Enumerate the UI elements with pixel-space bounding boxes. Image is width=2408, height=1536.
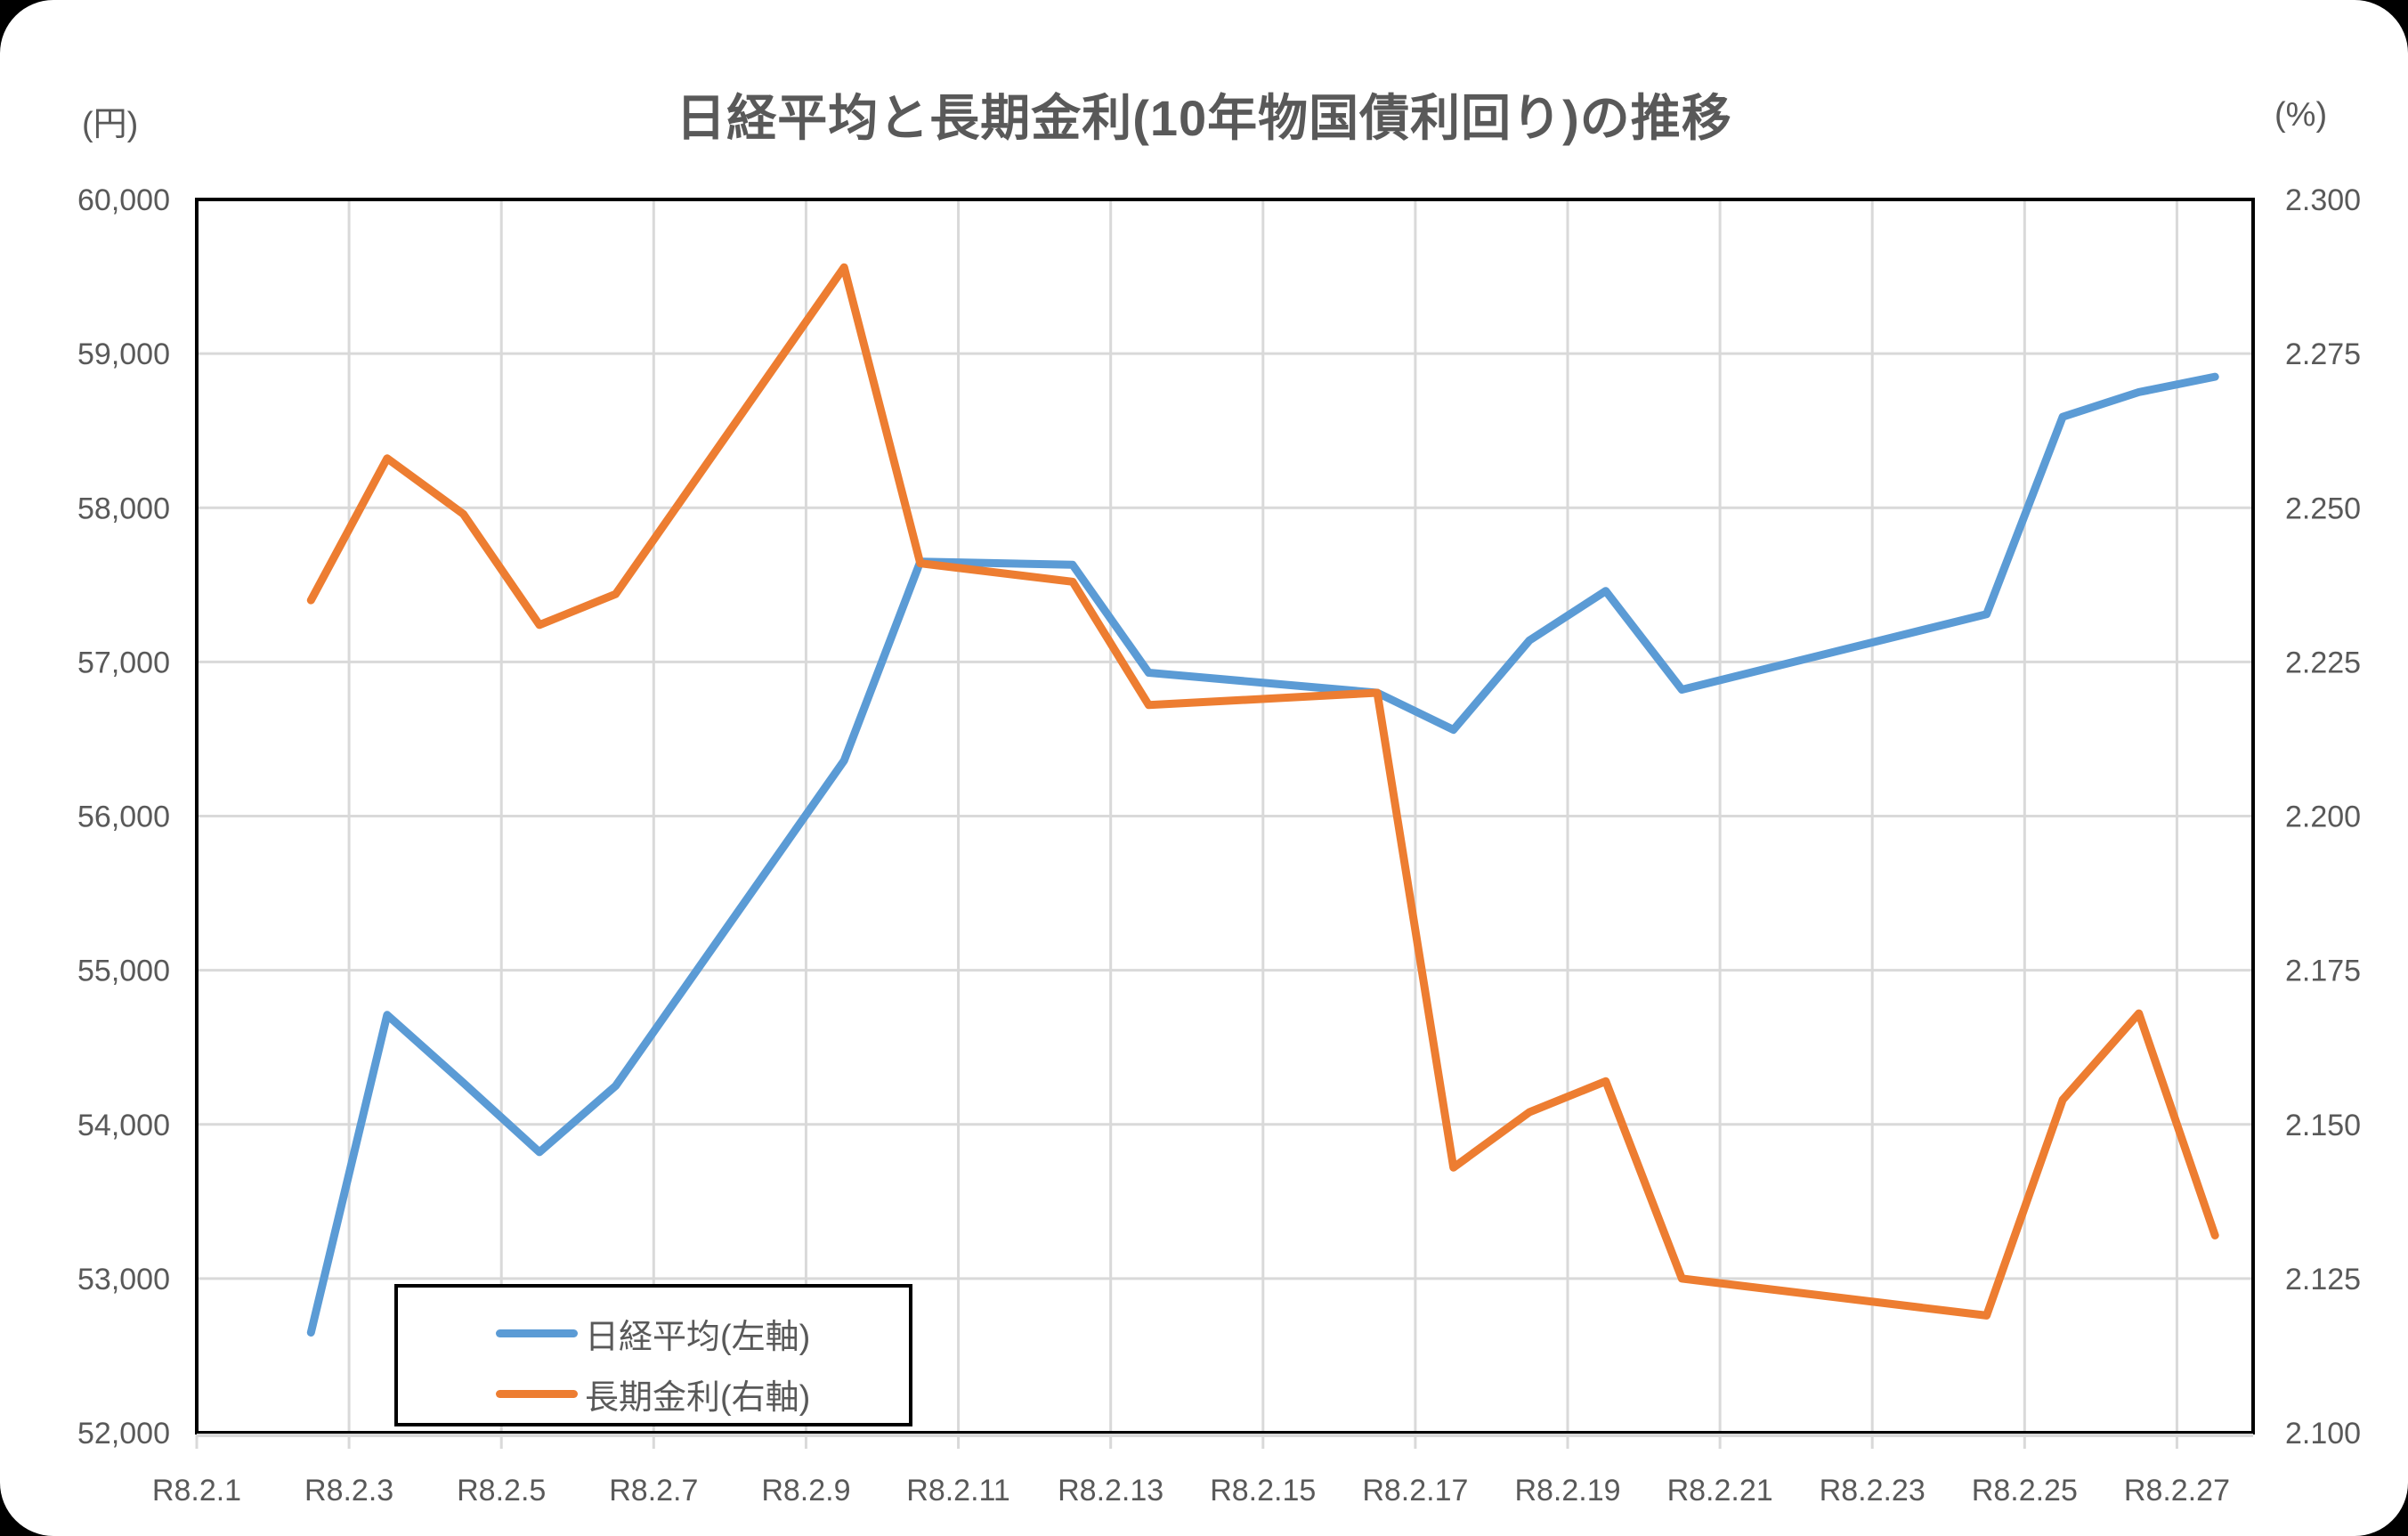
rate-series-line: [306, 263, 2219, 1320]
x-axis-tick: R8.2.7: [609, 1474, 698, 1508]
legend-label: 長期金利(右軸): [585, 1379, 811, 1417]
x-axis-tick: R8.2.25: [1972, 1474, 2078, 1508]
left-axis-tick: 53,000: [77, 1263, 170, 1296]
x-axis-tick: R8.2.21: [1667, 1474, 1773, 1508]
right-axis-tick: 2.250: [2285, 492, 2361, 525]
legend-label: 日経平均(左軸): [585, 1319, 811, 1356]
left-axis-tick: 55,000: [77, 955, 170, 988]
x-axis-tick: R8.2.1: [152, 1474, 241, 1508]
x-axis-tick: R8.2.3: [304, 1474, 393, 1508]
left-axis-tick: 59,000: [77, 337, 170, 371]
right-axis-tick: 2.100: [2285, 1417, 2361, 1451]
left-axis-tick: 58,000: [77, 492, 170, 525]
x-axis-tick: R8.2.15: [1210, 1474, 1316, 1508]
right-axis-tick: 2.150: [2285, 1109, 2361, 1142]
left-axis-tick: 60,000: [77, 183, 170, 217]
chart-title: 日経平均と長期金利(10年物国債利回り)の推移: [676, 90, 1732, 146]
x-axis-tick: R8.2.19: [1514, 1474, 1620, 1508]
right-axis-tick: 2.200: [2285, 801, 2361, 834]
x-axis-tick: R8.2.23: [1820, 1474, 1926, 1508]
right-axis-unit: (%): [2274, 96, 2328, 134]
nikkei-series-line: [306, 372, 2219, 1337]
left-axis-unit: (円): [82, 106, 139, 143]
plot-border: [195, 198, 2255, 1434]
legend-item-rate: 長期金利(右軸): [496, 1369, 810, 1418]
legend-swatch-orange: [496, 1390, 578, 1398]
legend: 日経平均(左軸) 長期金利(右軸): [394, 1284, 912, 1426]
x-axis-tick: R8.2.17: [1362, 1474, 1468, 1508]
right-axis-tick: 2.275: [2285, 337, 2361, 371]
legend-item-nikkei: 日経平均(左軸): [496, 1309, 810, 1358]
x-axis-tick: R8.2.11: [906, 1474, 1010, 1508]
right-axis-tick: 2.300: [2285, 183, 2361, 217]
left-axis-tick: 54,000: [77, 1109, 170, 1142]
right-axis-tick: 2.225: [2285, 646, 2361, 679]
right-axis-tick: 2.175: [2285, 955, 2361, 988]
left-axis-tick: 56,000: [77, 801, 170, 834]
legend-swatch-blue: [496, 1329, 578, 1337]
left-axis-tick: 52,000: [77, 1417, 170, 1451]
right-axis-tick: 2.125: [2285, 1263, 2361, 1296]
x-axis-tick: R8.2.9: [761, 1474, 850, 1508]
x-axis-tick: R8.2.27: [2124, 1474, 2230, 1508]
left-axis-tick: 57,000: [77, 646, 170, 679]
x-axis-tick: R8.2.13: [1058, 1474, 1163, 1508]
x-axis-tick: R8.2.5: [457, 1474, 546, 1508]
